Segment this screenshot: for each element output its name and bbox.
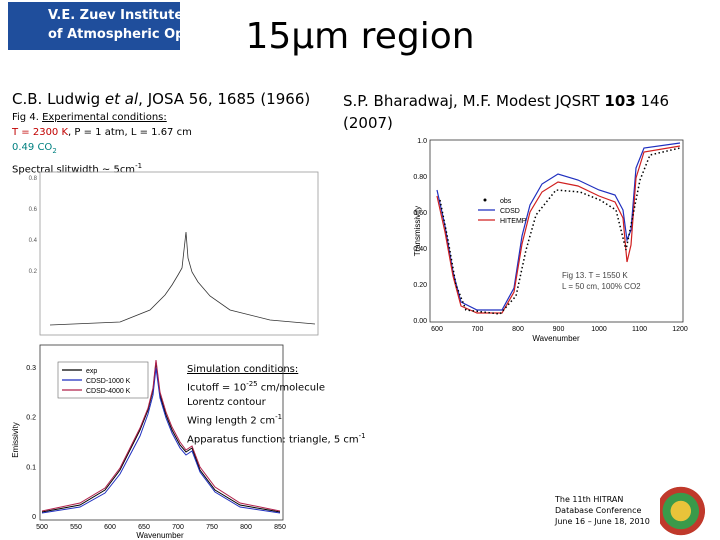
authors: C.B. Ludwig bbox=[12, 90, 105, 108]
x-axis-label: Wavenumber bbox=[532, 334, 580, 343]
left-reference: C.B. Ludwig et al, JOSA 56, 1685 (1966) bbox=[12, 90, 310, 108]
footer-line: Database Conference bbox=[555, 506, 642, 515]
year: (2007) bbox=[343, 114, 393, 132]
logo-text: V.E. Zuev Institute of Atmospheric Optic… bbox=[48, 6, 211, 44]
cutoff-sup: -25 bbox=[246, 380, 258, 388]
slit-sup: -1 bbox=[135, 162, 143, 170]
x-tick-label: 800 bbox=[240, 524, 252, 531]
x-tick-label: 550 bbox=[70, 524, 82, 531]
y-tick-label: 0.20 bbox=[413, 282, 427, 289]
source: , JOSA 56, 1685 (1966) bbox=[138, 90, 311, 108]
x-tick-label: 600 bbox=[104, 524, 116, 531]
hitemp-curve bbox=[436, 145, 681, 314]
x-tick-label: 900 bbox=[553, 326, 565, 333]
y-axis-label: Transmissivity bbox=[413, 206, 422, 256]
annotation: L = 50 cm, 100% CO2 bbox=[562, 282, 641, 291]
y-tick-label: 0 bbox=[32, 514, 36, 521]
simulation-heading: Simulation conditions: bbox=[187, 364, 299, 375]
authors: S.P. Bharadwaj, M.F. Modest JQSRT bbox=[343, 92, 605, 110]
legend-label: CDSD-1000 K bbox=[86, 378, 131, 385]
y-tick-label: 0.6 bbox=[29, 207, 38, 213]
contour: Lorentz contour bbox=[187, 397, 266, 409]
slit: Spectral slitwidth ~ 5cm bbox=[12, 164, 136, 176]
ludwig-curve bbox=[49, 231, 316, 326]
y-tick-label: 0.60 bbox=[413, 210, 427, 217]
y-tick-label: 0.40 bbox=[413, 246, 427, 253]
cutoff-unit: cm/molecule bbox=[257, 382, 325, 394]
emissivity-frame bbox=[39, 344, 284, 521]
logo-line: of Atmospheric Optics bbox=[48, 27, 211, 42]
y-axis-label: Emissivity bbox=[11, 422, 20, 458]
wing: Wing length 2 cm bbox=[187, 415, 276, 427]
legend-label: obs bbox=[500, 198, 512, 205]
mixture-sub: 2 bbox=[52, 147, 57, 155]
pages: 146 bbox=[635, 92, 670, 110]
footer-line: June 16 – June 18, 2010 bbox=[555, 517, 650, 526]
footer: The 11th HITRAN Database Conference June… bbox=[555, 494, 650, 527]
transmissivity-frame bbox=[429, 139, 684, 323]
legend-marker bbox=[483, 198, 487, 202]
wing-sup: -1 bbox=[275, 413, 283, 422]
mixture: 0.49 CO bbox=[12, 142, 53, 153]
x-tick-label: 650 bbox=[138, 524, 150, 531]
legend-label: CDSD-4000 K bbox=[86, 388, 131, 395]
legend-label: CDSD bbox=[500, 208, 520, 215]
apparatus: Apparatus function: triangle, 5 cm bbox=[187, 433, 359, 445]
x-tick-label: 600 bbox=[431, 326, 443, 333]
conditions-heading: Experimental conditions: bbox=[42, 112, 167, 123]
annotation: Fig 13. T = 1550 K bbox=[562, 271, 628, 280]
temperature: T = 2300 K bbox=[12, 127, 69, 138]
y-tick-label: 0.3 bbox=[26, 365, 36, 372]
cdsd-curve bbox=[436, 142, 681, 311]
y-tick-label: 0.2 bbox=[29, 269, 38, 275]
footer-line: The 11th HITRAN bbox=[555, 495, 624, 504]
y-tick-label: 0.4 bbox=[29, 238, 38, 244]
x-tick-label: 700 bbox=[472, 326, 484, 333]
conditions-rest: , P = 1 atm, L = 1.67 cm bbox=[68, 127, 192, 138]
conference-logo bbox=[660, 486, 712, 536]
y-tick-label: 0.00 bbox=[413, 318, 427, 325]
cdsd4000-curve bbox=[41, 359, 281, 512]
logo-line: V.E. Zuev Institute bbox=[48, 8, 184, 23]
conditions: Fig 4. Experimental conditions: T = 2300… bbox=[12, 110, 192, 177]
x-tick-label: 1200 bbox=[672, 326, 688, 333]
x-tick-label: 1000 bbox=[591, 326, 607, 333]
obs-points bbox=[439, 147, 681, 315]
y-tick-label: 0.80 bbox=[413, 174, 427, 181]
x-axis-label: Wavenumber bbox=[136, 531, 184, 540]
cdsd1000-curve bbox=[41, 367, 281, 514]
x-tick-label: 700 bbox=[172, 524, 184, 531]
fig-label: Fig 4. bbox=[12, 112, 43, 123]
x-tick-label: 1100 bbox=[632, 326, 647, 333]
x-tick-label: 850 bbox=[274, 524, 286, 531]
simulation: Simulation conditions: Icutoff = 10-25 c… bbox=[187, 362, 366, 447]
y-tick-label: 0.2 bbox=[26, 415, 36, 422]
y-tick-label: 0.1 bbox=[26, 464, 36, 471]
y-tick-label: 0.8 bbox=[29, 176, 38, 182]
x-tick-label: 750 bbox=[206, 524, 218, 531]
logo bbox=[8, 2, 180, 50]
cutoff: Icutoff = 10 bbox=[187, 382, 247, 394]
ludwig-frame bbox=[39, 171, 319, 336]
legend-label: exp bbox=[86, 368, 97, 375]
y-tick-label: 1.0 bbox=[417, 138, 427, 145]
x-tick-label: 500 bbox=[36, 524, 48, 531]
etal: et al bbox=[104, 90, 139, 108]
title: 15μm region bbox=[245, 16, 475, 57]
x-tick-label: 800 bbox=[512, 326, 524, 333]
legend-label: HITEMP bbox=[500, 218, 527, 225]
right-reference: S.P. Bharadwaj, M.F. Modest JQSRT 103 14… bbox=[343, 90, 669, 134]
apparatus-sup: -1 bbox=[358, 431, 366, 440]
volume: 103 bbox=[604, 92, 636, 110]
